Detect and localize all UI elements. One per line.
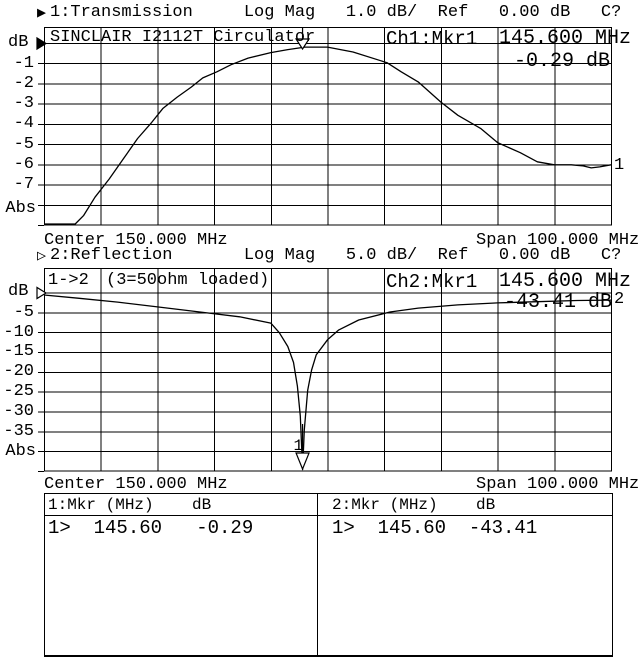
channel1-graticule xyxy=(36,27,612,226)
channel2-span: Span 100.000 MHz xyxy=(476,475,640,494)
channel1-trace-number: 1 xyxy=(614,156,625,175)
channel2-center-frequency: Center 150.000 MHz xyxy=(44,475,228,494)
channel2-measurement-label: 1->2 xyxy=(48,271,89,290)
channel2-graticule: 1 xyxy=(36,268,612,472)
marker-table-header-rule xyxy=(45,515,612,516)
y-axis-tick-label: -15 xyxy=(3,342,34,362)
y-axis-tick-label: -5 xyxy=(13,134,34,154)
channel2-y-axis-unit: dB xyxy=(8,282,29,301)
y-axis-tick-label: -2 xyxy=(13,73,34,93)
channel1-span: Span 100.000 MHz xyxy=(476,231,640,250)
channel2-inactive-indicator-icon: ▷ xyxy=(37,248,47,265)
y-axis-tick-label: -20 xyxy=(3,362,34,382)
channel1-active-indicator-icon: ▶ xyxy=(37,5,47,22)
channel2-header: 2:Reflection Log Mag 5.0 dB/ Ref 0.00 dB… xyxy=(50,246,622,265)
y-axis-tick-label: -5 xyxy=(13,302,34,322)
y-axis-tick-label: -35 xyxy=(3,421,34,441)
marker-table: 1:Mkr (MHz) dB 2:Mkr (MHz) dB 1> 145.60 … xyxy=(44,493,613,657)
channel1-title-label: SINCLAIR I2112T Circulator xyxy=(50,28,316,47)
channel2-note-label: (3=50ohm loaded) xyxy=(106,271,270,290)
marker-table-header-ch1: 1:Mkr (MHz) dB xyxy=(48,496,212,514)
channel1-marker-frequency: 145.600 MHz xyxy=(499,27,632,50)
channel1-marker-label: Ch1:Mkr1 xyxy=(386,28,478,50)
y-axis-tick-label: -6 xyxy=(13,154,34,174)
y-axis-tick-label: -7 xyxy=(13,175,34,195)
channel1-header: 1:Transmission Log Mag 1.0 dB/ Ref 0.00 … xyxy=(50,3,622,22)
marker-table-divider xyxy=(317,494,318,655)
channel2-marker-frequency: 145.600 MHz xyxy=(499,270,632,293)
channel1-center-frequency: Center 150.000 MHz xyxy=(44,231,228,250)
channel2-marker-label: Ch2:Mkr1 xyxy=(386,271,478,293)
marker-table-header-ch2: 2:Mkr (MHz) dB xyxy=(332,496,496,514)
channel1-abs-label: Abs xyxy=(5,199,36,218)
y-axis-tick-label: -10 xyxy=(3,322,34,342)
channel2-trace-number: 2 xyxy=(614,290,625,309)
y-axis-tick-label: -3 xyxy=(13,94,34,114)
channel2-marker-value: -43.41 dB xyxy=(504,291,613,314)
marker-number-label: 1 xyxy=(294,437,304,455)
marker-table-row-ch2: 1> 145.60 -43.41 xyxy=(332,517,538,539)
y-axis-tick-label: -4 xyxy=(13,114,34,134)
channel2-abs-label: Abs xyxy=(5,442,36,461)
y-axis-tick-label: -30 xyxy=(3,401,34,421)
channel1-marker-value: -0.29 dB xyxy=(514,50,611,73)
marker-table-row-ch1: 1> 145.60 -0.29 xyxy=(48,517,254,539)
y-axis-tick-label: -1 xyxy=(13,53,34,73)
channel1-y-axis-unit: dB xyxy=(8,33,29,52)
y-axis-tick-label: -25 xyxy=(3,382,34,402)
